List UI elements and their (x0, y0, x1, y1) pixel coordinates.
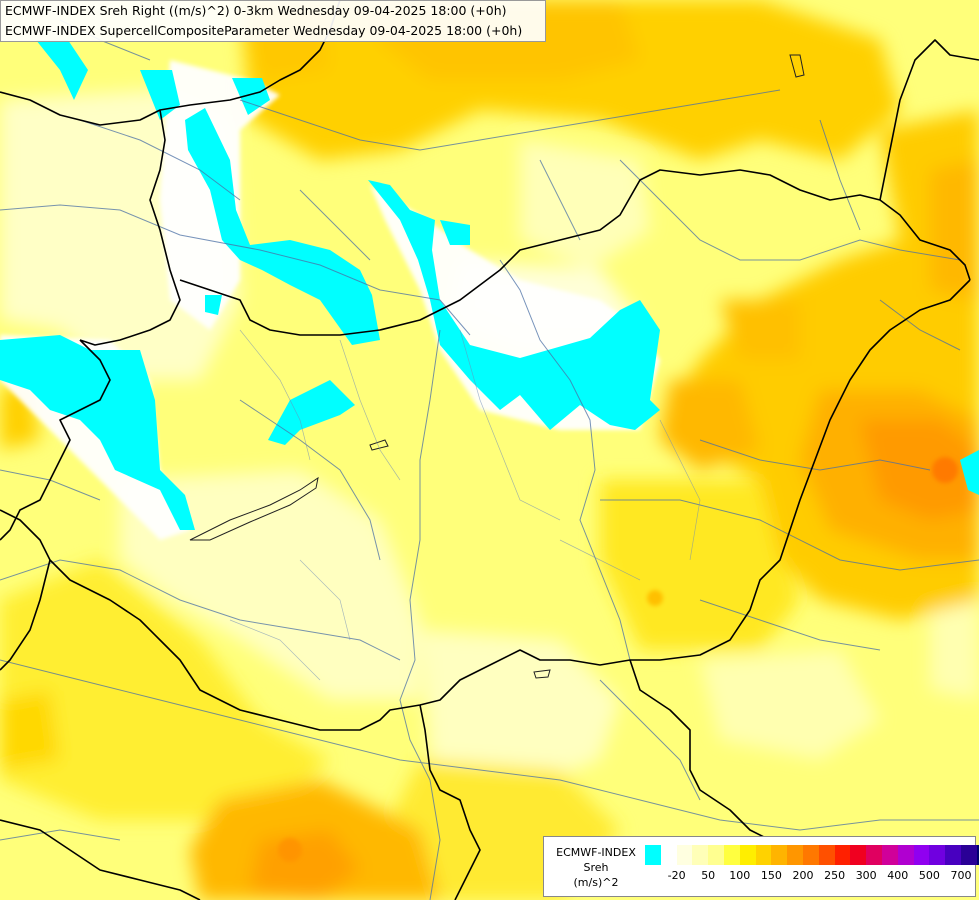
legend-tick-labels: -20 50 100 150 200 250 300 400 500 700 (645, 869, 972, 883)
legend-tick-label: 100 (729, 869, 751, 882)
county-borders (229, 329, 701, 681)
lake-outlines (189, 54, 805, 679)
legend-swatch-10 (802, 845, 819, 865)
legend-swatch-15 (881, 845, 898, 865)
legend-swatch-17 (913, 845, 930, 865)
legend-swatch-1 (660, 845, 677, 865)
legend-swatch-13 (850, 845, 867, 865)
legend-swatch-18 (929, 845, 946, 865)
map-title-line-1: ECMWF-INDEX Sreh Right ((m/s)^2) 0-3km W… (5, 3, 507, 18)
legend-swatch-5 (723, 845, 740, 865)
legend-swatch-2 (676, 845, 693, 865)
map-title-line-2: ECMWF-INDEX SupercellCompositeParameter … (5, 23, 523, 38)
legend-swatch-20 (960, 845, 977, 865)
legend-color-scale (645, 845, 979, 865)
legend-swatch-4 (708, 845, 724, 865)
legend-swatch-21 (976, 845, 979, 865)
legend-tick-label: -20 (667, 869, 686, 882)
legend-title-variable: Sreh (583, 861, 609, 874)
legend-swatch-0 (645, 845, 661, 865)
legend-swatch-16 (897, 845, 914, 865)
legend-tick-label: 250 (824, 869, 846, 882)
legend-swatch-6 (739, 845, 756, 865)
legend-swatch-3 (692, 845, 709, 865)
legend-swatch-8 (771, 845, 788, 865)
legend-swatch-19 (945, 845, 961, 865)
legend-swatch-7 (755, 845, 772, 865)
river-network (0, 19, 979, 900)
negative-sreh-areas (0, 40, 979, 540)
legend-tick-label: 50 (701, 869, 716, 882)
legend-swatch-11 (818, 845, 835, 865)
legend-tick-label: 700 (950, 869, 972, 882)
legend-tick-label: 200 (792, 869, 814, 882)
legend-swatch-14 (866, 845, 882, 865)
legend-title-unit: (m/s)^2 (573, 876, 619, 889)
legend-tick-label: 500 (918, 869, 940, 882)
legend-title-model: ECMWF-INDEX (556, 846, 636, 859)
legend-tick-label: 300 (855, 869, 877, 882)
color-legend: ECMWF-INDEX Sreh (m/s)^2 -20 50 100 150 200 2… (543, 836, 979, 897)
legend-swatch-12 (834, 845, 851, 865)
legend-swatch-9 (787, 845, 803, 865)
legend-title: ECMWF-INDEX Sreh (m/s)^2 (548, 845, 644, 890)
sreh-local-maxima (278, 457, 958, 862)
map-title-box: ECMWF-INDEX Sreh Right ((m/s)^2) 0-3km W… (0, 0, 546, 42)
legend-tick-label: 150 (760, 869, 782, 882)
legend-tick-label: 400 (887, 869, 909, 882)
